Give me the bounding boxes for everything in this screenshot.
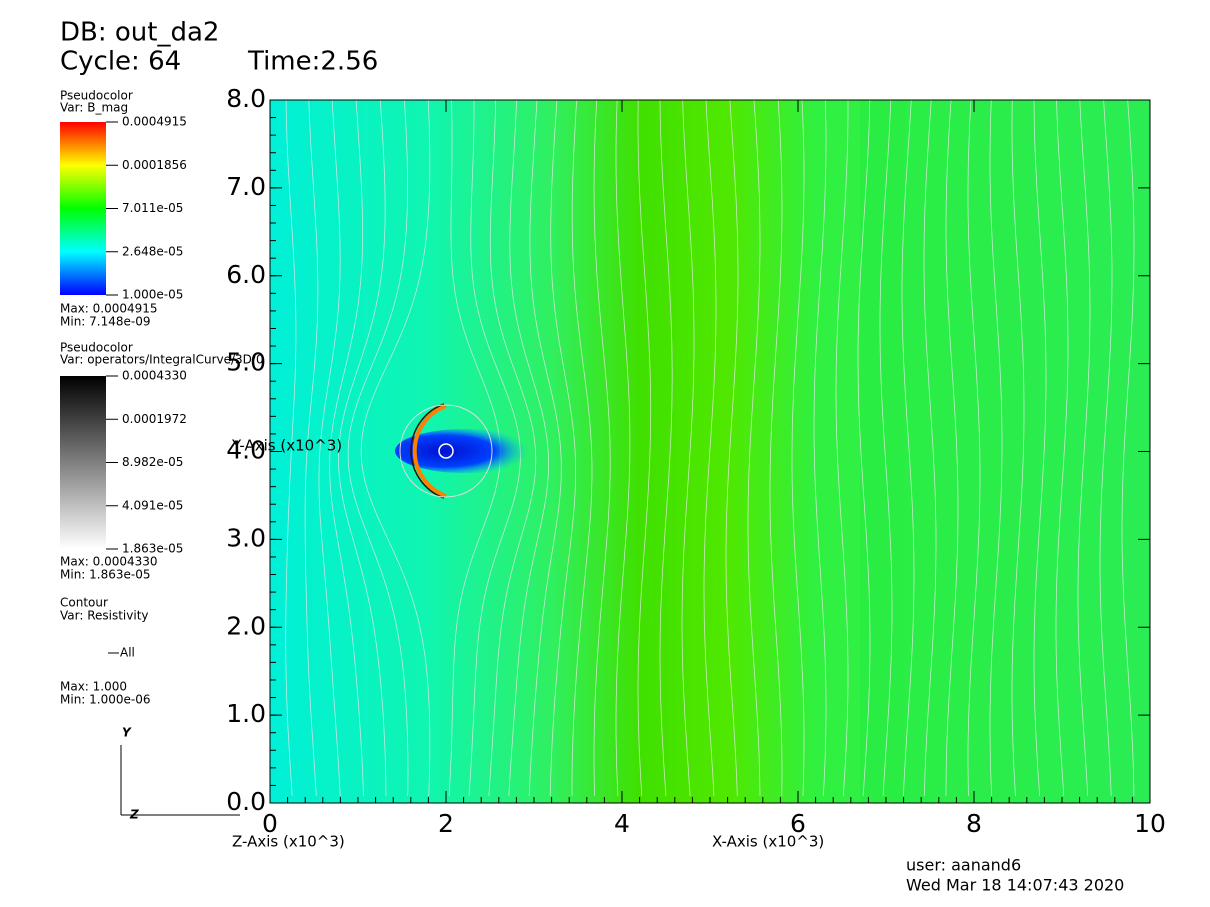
triad: Y Z — [120, 726, 240, 822]
x-tick-label: 0 — [262, 809, 278, 838]
streamline — [285, 99, 297, 797]
x-axis-label: X-Axis (x10^3) — [712, 833, 824, 851]
shock — [412, 404, 447, 498]
streamline — [945, 99, 959, 796]
streamline — [360, 99, 431, 797]
streamline — [1099, 99, 1113, 797]
y-axis-label: Y-Axis (x10^3) — [231, 437, 342, 455]
x-tick-label: 4 — [614, 809, 630, 838]
plot-area — [270, 99, 1150, 803]
colorbar-label: 2.648e-05 — [122, 244, 183, 258]
y-tick-label: 3.0 — [226, 523, 266, 552]
legend-plot: Contour — [60, 596, 108, 610]
streamline — [637, 99, 652, 797]
y-tick-label: 8.0 — [226, 84, 266, 113]
x-tick-label: 8 — [966, 809, 982, 838]
streamline — [329, 99, 364, 797]
streamline — [703, 99, 717, 797]
colorbar-label: 0.0004915 — [122, 115, 187, 129]
y-tick-label: 0.0 — [226, 787, 266, 816]
streamline — [681, 99, 695, 797]
x-tick-label: 10 — [1134, 809, 1166, 838]
triad-z-label: Z — [129, 808, 139, 822]
obstacle-core — [438, 443, 454, 459]
streamline — [857, 99, 871, 797]
streamline — [615, 99, 631, 797]
x-tick-label: 6 — [790, 809, 806, 838]
colorbar-label: 1.000e-05 — [122, 288, 183, 302]
streamline — [659, 99, 673, 797]
obstacle — [399, 404, 493, 498]
streamline — [967, 99, 981, 797]
x-tick-label: 2 — [438, 809, 454, 838]
legend-var: Var: operators/IntegralCurve/3D/0 — [60, 353, 264, 367]
colorbar — [60, 376, 106, 549]
contour-level: All — [120, 646, 135, 660]
legend-var: Var: B_mag — [60, 101, 128, 115]
streamline — [769, 99, 783, 797]
streamline — [488, 99, 537, 797]
streamline — [508, 99, 549, 797]
streamline — [571, 99, 593, 796]
y-tick-label: 2.0 — [226, 611, 266, 640]
streamline — [1055, 99, 1069, 797]
streamline — [528, 99, 562, 797]
legend-min: Min: 1.000e-06 — [60, 693, 151, 707]
legend-plot: Pseudocolor — [60, 89, 133, 103]
cycle: Cycle: 64 — [60, 47, 181, 77]
colorbar-label: 4.091e-05 — [122, 498, 183, 512]
streamline — [1121, 99, 1135, 797]
streamline — [593, 99, 611, 797]
wake — [395, 429, 535, 473]
legend-max: Max: 1.000 — [60, 680, 127, 694]
db-name: DB: out_da2 — [60, 18, 219, 48]
streamlines — [285, 99, 1135, 797]
field-shade — [860, 100, 1150, 803]
triad-y-label: Y — [122, 726, 132, 740]
streamline — [1077, 99, 1091, 797]
streamline — [747, 99, 761, 797]
streamline — [879, 99, 893, 797]
y-tick-label: 1.0 — [226, 699, 266, 728]
streamline — [347, 99, 409, 797]
streamline — [901, 99, 915, 797]
colorbar — [60, 122, 106, 295]
legend-min: Min: 7.148e-09 — [60, 315, 151, 329]
streamline — [989, 99, 1003, 797]
streamline — [1033, 99, 1047, 797]
streamline — [318, 99, 341, 797]
colorbar-label: 0.0001972 — [122, 412, 187, 426]
axes: 0.0 1.0 2.0 3.0 4.0 5.0 6.0 7.0 8.0 0 2 4 6 8 10 — [226, 84, 1166, 838]
user: user: aanand6 — [906, 856, 1021, 875]
legends: Pseudocolor Var: B_mag Max: 0.0004915 Mi… — [60, 89, 264, 707]
colorbar-label: 7.011e-05 — [122, 201, 183, 215]
y-tick-label: 4.0 — [226, 436, 266, 465]
y-tick-label: 5.0 — [226, 348, 266, 377]
y-tick-label: 7.0 — [226, 172, 266, 201]
streamline — [549, 99, 576, 797]
date: Wed Mar 18 14:07:43 2020 — [906, 876, 1124, 895]
streamline — [725, 99, 739, 797]
colorbar-label: 1.863e-05 — [122, 542, 183, 556]
legend-plot: Pseudocolor — [60, 341, 133, 355]
legend-min: Min: 1.863e-05 — [60, 568, 151, 582]
legend-var: Var: Resistivity — [60, 609, 149, 623]
streamline — [813, 99, 827, 797]
shock-edge — [410, 403, 445, 499]
streamline — [791, 99, 805, 797]
colorbar-label: 0.0001856 — [122, 158, 187, 172]
streamline — [923, 99, 937, 797]
streamline — [338, 99, 387, 797]
colorbar-label: 8.982e-05 — [122, 455, 183, 469]
y-tick-label: 6.0 — [226, 260, 266, 289]
z-axis-label: Z-Axis (x10^3) — [232, 833, 345, 851]
legend-max: Max: 0.0004915 — [60, 302, 158, 316]
legend-max: Max: 0.0004330 — [60, 555, 158, 569]
streamline — [835, 100, 849, 797]
time: Time:2.56 — [247, 47, 378, 77]
streamline — [304, 99, 319, 797]
streamline — [1011, 99, 1025, 797]
colorbar-label: 0.0004330 — [122, 369, 187, 383]
